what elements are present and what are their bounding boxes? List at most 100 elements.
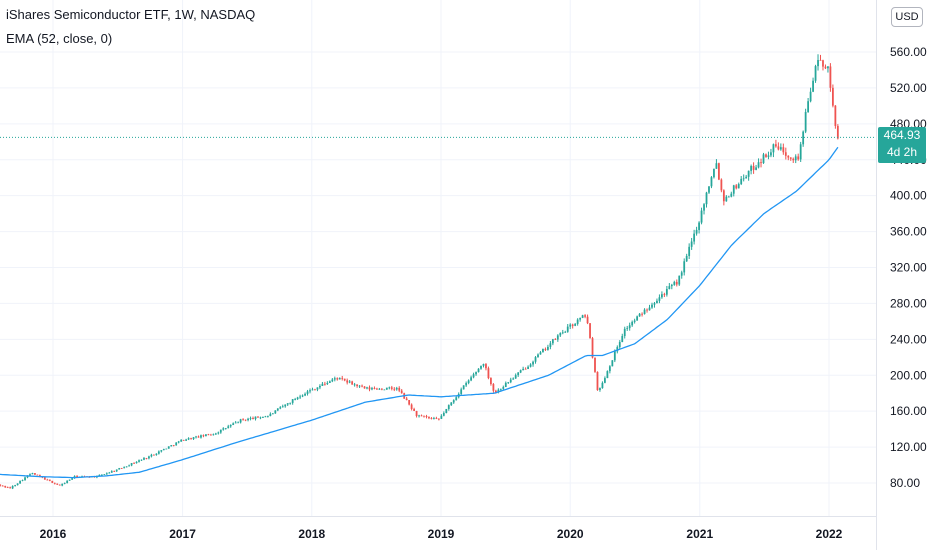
candle-body (564, 331, 567, 333)
candle-body (170, 445, 173, 447)
candle-body (46, 479, 49, 481)
candle-body (705, 192, 708, 205)
candle-body (819, 60, 822, 61)
candle-body (291, 399, 294, 403)
candle-body (140, 459, 143, 461)
time-axis[interactable]: 2016 2017 2018 2019 2020 2021 2022 (40, 527, 843, 541)
candle-body (784, 152, 787, 156)
price-tick-label: 240.00 (890, 332, 927, 346)
candle-body (197, 436, 200, 438)
time-tick-label: 2018 (298, 527, 325, 541)
candle-body (328, 381, 331, 383)
candle-body (608, 366, 611, 372)
candle-body (358, 385, 361, 387)
candle-body (338, 377, 341, 380)
candle-body (606, 371, 609, 379)
candle-body (437, 418, 440, 420)
candle-body (777, 146, 780, 150)
candle-body (718, 163, 720, 180)
candle-body (829, 66, 832, 88)
candle-body (708, 186, 710, 193)
candle-body (732, 185, 735, 194)
candle-body (713, 168, 715, 178)
candle-body (794, 156, 797, 161)
candle-body (425, 416, 428, 418)
candle-body (789, 157, 792, 159)
candle-body (462, 385, 465, 390)
candle-body (336, 378, 339, 380)
candle-body (742, 178, 745, 180)
candle-body (400, 390, 403, 394)
candle-body (224, 428, 227, 429)
candle-body (190, 438, 192, 440)
candle-body (447, 405, 450, 409)
candle-body (420, 415, 423, 417)
candle-body (390, 387, 393, 389)
price-axis[interactable]: 80.00 120.00 160.00 200.00 240.00 280.00 320.0… (890, 45, 927, 490)
candle-body (259, 417, 262, 419)
candle-body (831, 87, 834, 106)
price-tick-label: 520.00 (890, 81, 927, 95)
candle-body (467, 380, 470, 384)
candle-body (304, 393, 306, 396)
candle-body (157, 451, 160, 454)
candle-body (66, 480, 69, 484)
last-price-value: 464.93 (883, 128, 921, 142)
candle-body (804, 111, 807, 132)
bar-countdown: 4d 2h (886, 145, 918, 159)
candle-body (353, 384, 356, 386)
candle-body (227, 426, 230, 429)
candle-body (284, 404, 287, 407)
candle-body (613, 351, 616, 361)
candle-body (160, 450, 163, 452)
candle-body (767, 155, 770, 157)
candle-body (281, 406, 284, 408)
candle-body (130, 463, 133, 466)
candle-body (393, 388, 396, 390)
candle-body (323, 383, 326, 385)
candle-body (740, 178, 743, 185)
candle-body (591, 338, 594, 358)
candle-body (219, 429, 222, 433)
candle-body (824, 66, 827, 69)
candle-body (9, 487, 12, 489)
candle-body (663, 294, 666, 296)
candle-body (675, 281, 678, 285)
candle-body (703, 204, 705, 211)
candle-body (633, 320, 636, 322)
candle-body (504, 382, 507, 387)
price-tick-label: 560.00 (890, 45, 927, 59)
candle-body (836, 125, 839, 139)
time-tick-label: 2021 (686, 527, 713, 541)
price-tick-label: 160.00 (890, 404, 927, 418)
candles (0, 54, 839, 490)
candle-body (148, 456, 150, 459)
candle-body (465, 383, 468, 386)
candle-body (24, 477, 26, 481)
candle-body (165, 448, 168, 450)
candle-body (150, 454, 153, 457)
candle-body (237, 422, 240, 424)
candle-body (11, 486, 14, 489)
candle-body (512, 378, 515, 380)
candle-body (371, 388, 373, 390)
currency-button[interactable]: USD (891, 7, 923, 27)
time-tick-label: 2020 (557, 527, 584, 541)
time-tick-label: 2019 (428, 527, 455, 541)
candle-body (772, 144, 775, 153)
candle-body (581, 315, 584, 318)
price-tick-label: 400.00 (890, 189, 927, 203)
candle-body (621, 336, 624, 343)
candle-body (656, 300, 658, 304)
candle-body (385, 387, 388, 390)
candle-body (16, 483, 19, 486)
candle-body (351, 381, 354, 385)
candle-body (680, 272, 683, 276)
indicator-legend[interactable]: EMA (52, close, 0) (6, 31, 113, 46)
candle-body (720, 179, 723, 191)
candle-body (373, 388, 376, 389)
candle-body (98, 474, 101, 476)
candle-body (527, 366, 529, 370)
candle-body (698, 222, 700, 230)
